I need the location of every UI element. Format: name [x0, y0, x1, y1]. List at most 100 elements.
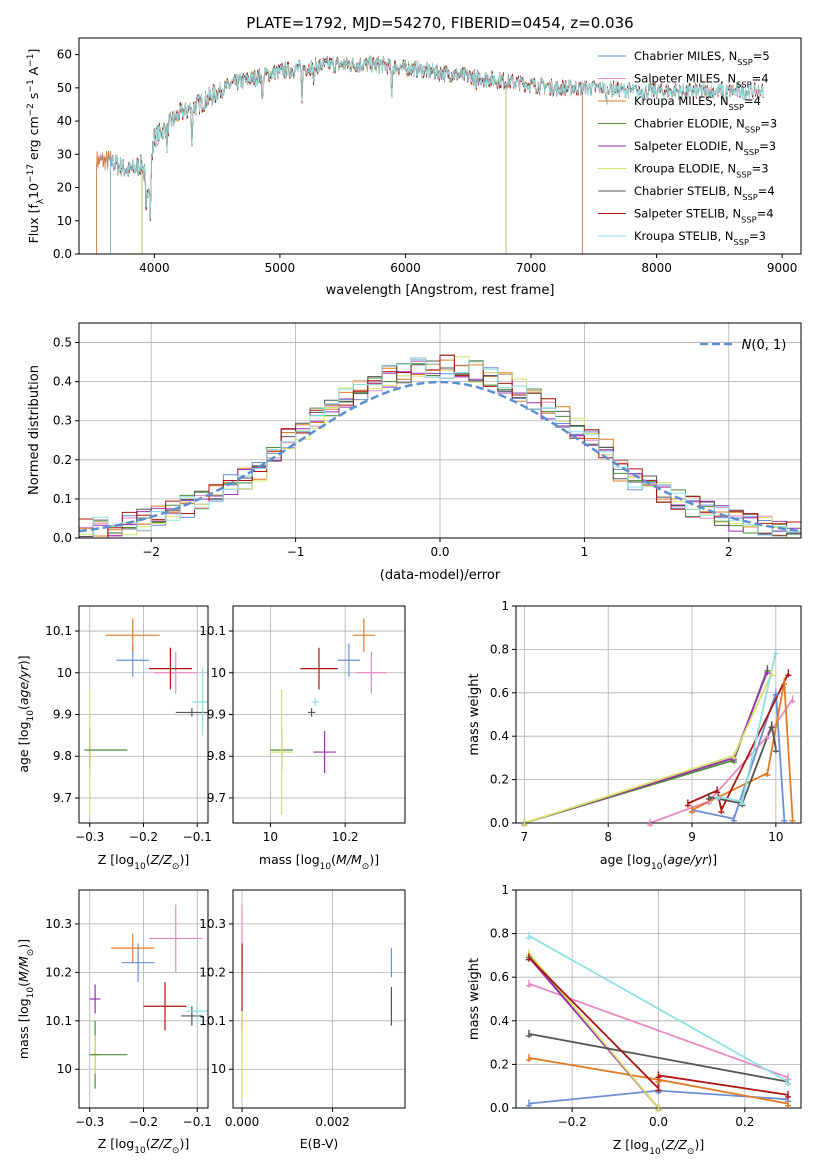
label-part: Kroupa MILES, N	[634, 94, 729, 108]
y-tick-label: 10.2	[199, 965, 226, 979]
y-tick-label: 50	[57, 81, 72, 95]
label-part: )]	[16, 939, 31, 949]
y-axis-label: Normed distribution	[27, 365, 42, 495]
label-part: )]	[179, 1136, 189, 1151]
label-part: =3	[752, 162, 769, 176]
histogram-kroupa_stelib	[79, 357, 801, 538]
spectrum-line-chabrier_elodie	[141, 55, 507, 254]
series-marker-kroupa_miles	[785, 1099, 792, 1108]
series-marker-kroupa_miles	[689, 805, 696, 814]
series-marker-chabrier_miles	[730, 814, 737, 823]
label-part: SSP	[741, 215, 756, 225]
axes-frame	[515, 605, 802, 824]
label-part: SSP	[734, 237, 749, 247]
plot-area	[89, 904, 208, 1089]
series-marker-salpeter_stelib	[655, 1084, 662, 1093]
errorbar-kroupa_stelib	[186, 1001, 208, 1021]
y-tick-label: 0.0	[53, 531, 72, 545]
label-part: (	[16, 705, 31, 710]
label-part: Kroupa STELIB, N	[634, 229, 734, 243]
label-part: −1	[26, 54, 36, 67]
series-marker-kroupa_stelib	[714, 792, 721, 801]
x-tick-label: −1	[287, 545, 305, 559]
label-part: Salpeter STELIB, N	[634, 207, 741, 221]
errorbar-chabrier_stelib	[181, 1006, 203, 1026]
y-tick-label: 0.2	[490, 773, 509, 787]
plot-area	[96, 55, 764, 254]
x-tick-label: −0.3	[75, 1115, 104, 1129]
label-part: Chabrier STELIB, N	[634, 184, 742, 198]
spectrum-line-kroupa_miles	[96, 55, 583, 254]
label-part: (	[16, 982, 31, 987]
normal-curve	[79, 380, 801, 533]
legend-label: Kroupa STELIB, NSSP=3	[634, 229, 766, 247]
x-tick-label: 10.2	[332, 830, 359, 844]
series-marker-salpeter_miles	[525, 979, 532, 988]
label-part: (	[146, 852, 151, 867]
spectrum-line-salpeter_stelib	[110, 56, 764, 254]
errorbar-kroupa_miles	[352, 618, 376, 652]
y-tick-label: 0.0	[53, 247, 72, 261]
y-tick-label: 0.8	[490, 927, 509, 941]
y-tick-label: 0.0	[490, 1101, 509, 1115]
errorbar-kroupa_stelib	[311, 697, 319, 707]
x-tick-label: 10	[768, 830, 783, 844]
label-part: =5	[753, 49, 770, 63]
y-axis-label: mass weight	[467, 673, 482, 755]
x-tick-label: 0.2	[735, 1115, 754, 1129]
errorbar-salpeter_miles	[148, 904, 203, 973]
x-tick-label: −0.2	[129, 830, 158, 844]
panel-residuals: −2 −1 0.0 1 2 0.0 0.1 0.2 0.3 0.4 0.5 (data-model)/…	[27, 322, 802, 583]
series-marker-kroupa_miles	[781, 677, 788, 686]
errorbar-salpeter_miles	[154, 651, 198, 694]
y-tick-label: 30	[57, 147, 72, 161]
series-marker-chabrier_miles	[525, 1099, 532, 1108]
legend-label: N(0, 1)	[742, 338, 787, 353]
series-marker-kroupa_elodie	[655, 1104, 662, 1112]
label-part: Z/Z	[150, 1136, 173, 1151]
series-marker-kroupa_stelib	[739, 797, 746, 806]
series-marker-salpeter_stelib	[684, 799, 691, 808]
errorbar-kroupa_elodie	[270, 689, 293, 815]
y-tick-label: 0.6	[490, 686, 509, 700]
x-tick-label: 0.0	[649, 1115, 668, 1129]
label-part: SSP	[744, 147, 759, 157]
y-tick-label: 60	[57, 48, 72, 62]
legend-label: Salpeter ELODIE, NSSP=3	[634, 139, 776, 157]
label-part: =4	[752, 72, 769, 86]
label-part: 10	[26, 183, 41, 199]
x-tick-label: −0.1	[183, 1115, 212, 1129]
series-marker-chabrier_stelib	[525, 1029, 532, 1038]
series-marker-salpeter_miles	[789, 695, 796, 704]
legend-label: Salpeter MILES, NSSP=4	[634, 72, 769, 90]
legend-label: Kroupa MILES, NSSP=4	[634, 94, 761, 112]
x-tick-label: 4000	[139, 261, 170, 275]
series-marker-salpeter_stelib	[525, 953, 532, 962]
label-part: erg cm	[26, 116, 41, 164]
label-part: )]	[16, 655, 31, 665]
x-tick-label: 7000	[516, 261, 547, 275]
series-marker-chabrier_miles	[772, 688, 779, 697]
errorbar-salpeter_stelib	[148, 647, 192, 690]
y-tick-label: 0.6	[490, 970, 509, 984]
errorbar-chabrier_miles	[122, 943, 155, 983]
figure-title: PLATE=1792, MJD=54270, FIBERID=0454, z=0…	[246, 14, 633, 32]
label-part: 10	[134, 1146, 146, 1156]
label-part: Z [log	[613, 1137, 649, 1152]
y-axis-label: age [log10(age/yr)]	[16, 655, 36, 772]
label-part: M/M	[16, 956, 31, 982]
x-tick-label: 0.002	[315, 1115, 349, 1129]
y-tick-label: 10	[57, 214, 72, 228]
label-part: Salpeter ELODIE, N	[634, 139, 744, 153]
plot-area	[241, 904, 393, 1099]
x-tick-label: 2	[725, 545, 733, 559]
spectrum-line-kroupa_stelib	[110, 56, 764, 254]
legend-label: Salpeter STELIB, NSSP=4	[634, 207, 774, 225]
x-tick-label: −0.2	[129, 1115, 158, 1129]
y-tick-label: 10.3	[199, 917, 226, 931]
x-axis-label: mass [log10(M/M⊙)]	[259, 852, 379, 872]
